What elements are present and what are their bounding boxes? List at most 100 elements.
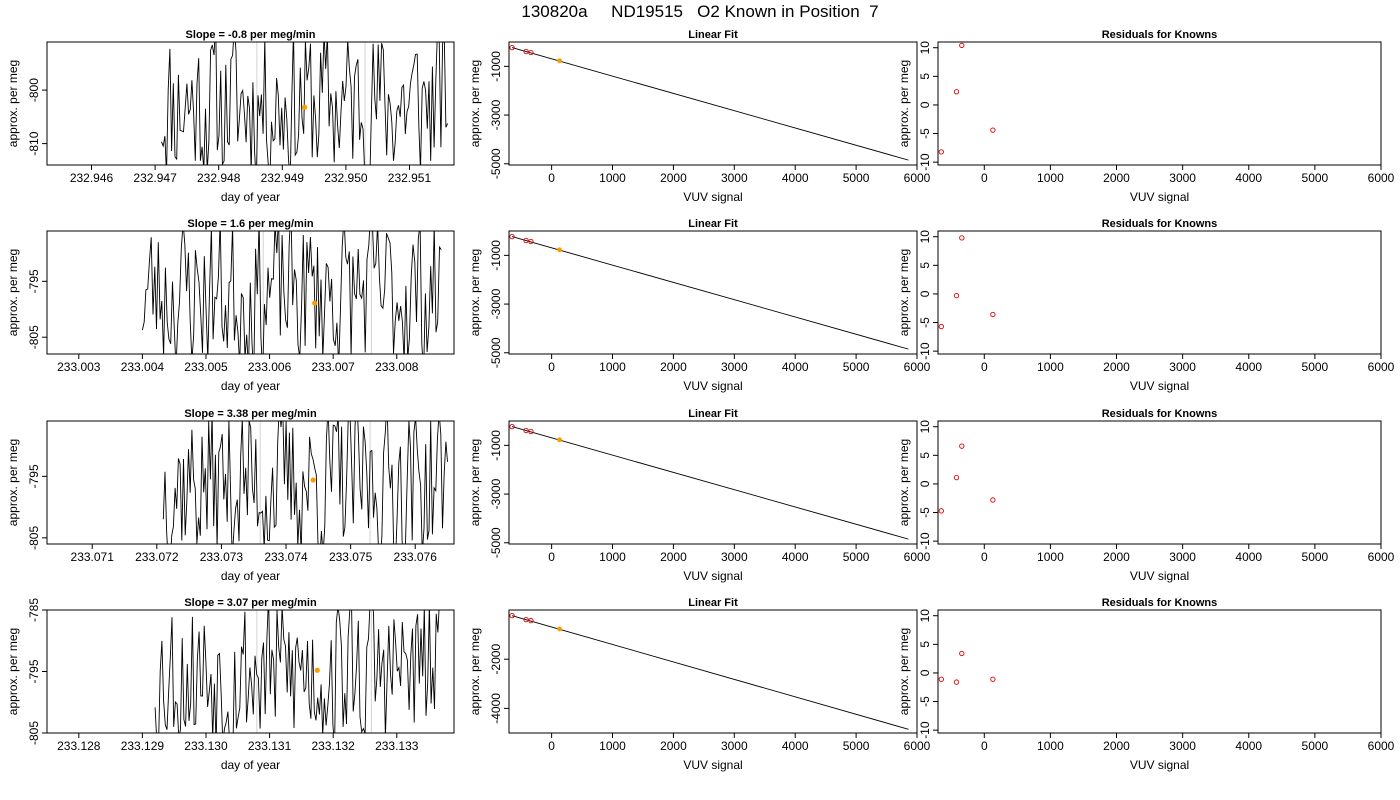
fit-point bbox=[528, 238, 534, 245]
y-tick-label: -3000 bbox=[489, 288, 503, 319]
x-tick-label: 6000 bbox=[904, 550, 931, 564]
x-tick-label: 3000 bbox=[1169, 171, 1196, 185]
y-tick-label: 10 bbox=[918, 230, 932, 244]
known-point bbox=[557, 626, 562, 632]
x-tick-label: 6000 bbox=[1368, 171, 1395, 185]
known-marker bbox=[301, 104, 308, 110]
x-tick-label: 0 bbox=[981, 739, 988, 753]
residual-point bbox=[990, 676, 996, 682]
known-marker bbox=[310, 477, 316, 483]
x-tick-label: 4000 bbox=[782, 360, 809, 374]
y-tick-label: -5000 bbox=[489, 527, 503, 558]
x-tick-label: 4000 bbox=[782, 171, 809, 185]
panel-title: Residuals for Knowns bbox=[1102, 597, 1218, 609]
y-tick-label: -795 bbox=[27, 659, 41, 683]
panel-time-row-1: Slope = -0.8 per meg/min 232.946 232.947 23… bbox=[6, 29, 455, 204]
x-tick-label: 4000 bbox=[1235, 360, 1262, 374]
y-tick-label: -5 bbox=[918, 317, 932, 328]
x-tick-label: 5000 bbox=[1302, 550, 1329, 564]
fit-point bbox=[523, 616, 529, 623]
y-tick-label: 10 bbox=[918, 420, 932, 434]
plot-frame bbox=[937, 420, 1382, 545]
panel-resid-row-3: Residuals for Knowns 0 1000 2000 3000 4000 500… bbox=[897, 408, 1395, 583]
panel-resid-row-2: Residuals for Knowns 0 1000 2000 3000 4000 500… bbox=[897, 218, 1395, 393]
x-tick-label: 2000 bbox=[1103, 550, 1130, 564]
residual-point bbox=[959, 235, 965, 241]
x-tick-label: 0 bbox=[548, 171, 555, 185]
data-layer bbox=[141, 231, 442, 354]
x-tick-label: 4000 bbox=[1235, 739, 1262, 753]
panel-title: Residuals for Knowns bbox=[1102, 29, 1218, 41]
x-tick-label: 6000 bbox=[904, 739, 931, 753]
fit-point bbox=[523, 48, 529, 55]
x-axis-label: day of year bbox=[221, 379, 280, 393]
fit-line bbox=[511, 47, 909, 161]
known-point bbox=[557, 58, 562, 64]
panel-resid-row-1: Residuals for Knowns 0 1000 2000 3000 4000 500… bbox=[897, 29, 1395, 204]
panel-time-row-3: Slope = 3.38 per meg/min 233.071 233.072 23… bbox=[6, 408, 455, 583]
y-axis-label: approx. per meg bbox=[468, 60, 482, 147]
x-axis-label: VUV signal bbox=[1130, 758, 1189, 772]
x-tick-label: 3000 bbox=[1169, 550, 1196, 564]
x-axis-label: VUV signal bbox=[683, 758, 742, 772]
x-tick-label: 6000 bbox=[904, 360, 931, 374]
x-tick-label: 1000 bbox=[1037, 550, 1064, 564]
x-axis-label: VUV signal bbox=[1130, 190, 1189, 204]
data-layer bbox=[938, 42, 996, 155]
fit-point bbox=[509, 233, 515, 240]
x-tick-label: 233.132 bbox=[311, 739, 355, 753]
x-tick-label: 233.004 bbox=[121, 360, 165, 374]
x-tick-label: 2000 bbox=[1103, 171, 1130, 185]
fit-point bbox=[523, 427, 529, 434]
y-tick-label: -5000 bbox=[489, 148, 503, 179]
signal-trace bbox=[154, 610, 440, 733]
known-marker bbox=[314, 667, 320, 673]
panel-fit-row-2: Linear Fit 0 1000 2000 3000 4000 5000 6000 VUV s… bbox=[468, 218, 931, 393]
x-axis-label: VUV signal bbox=[683, 569, 742, 583]
y-tick-label: -795 bbox=[27, 269, 41, 293]
plot-frame bbox=[508, 41, 918, 166]
data-layer bbox=[938, 443, 996, 514]
x-tick-label: 6000 bbox=[1368, 550, 1395, 564]
x-tick-label: 5000 bbox=[843, 739, 870, 753]
x-axis-label: VUV signal bbox=[1130, 569, 1189, 583]
residual-point bbox=[938, 676, 944, 682]
y-tick-label: 5 bbox=[918, 262, 932, 269]
y-tick-label: -5 bbox=[918, 128, 932, 139]
residual-point bbox=[990, 497, 996, 503]
panel-fit-row-3: Linear Fit 0 1000 2000 3000 4000 5000 6000 VUV s… bbox=[468, 408, 931, 583]
plot-frame bbox=[937, 41, 1382, 166]
x-tick-label: 0 bbox=[981, 360, 988, 374]
panel-time-row-4: Slope = 3.07 per meg/min 233.128 233.129 23… bbox=[6, 597, 455, 772]
x-tick-label: 2000 bbox=[660, 171, 687, 185]
x-tick-label: 4000 bbox=[1235, 171, 1262, 185]
y-axis-label: approx. per meg bbox=[6, 628, 20, 715]
y-tick-label: -800 bbox=[27, 78, 41, 102]
residual-point bbox=[953, 89, 960, 95]
data-layer bbox=[154, 610, 440, 733]
fit-point bbox=[528, 617, 534, 624]
panel-title: Slope = 3.07 per meg/min bbox=[184, 597, 317, 609]
residual-point bbox=[959, 443, 965, 449]
panel-title: Slope = 1.6 per meg/min bbox=[187, 218, 314, 230]
panel-title: Linear Fit bbox=[688, 218, 738, 230]
y-tick-label: 0 bbox=[918, 290, 932, 297]
y-tick-label: -2000 bbox=[489, 644, 503, 675]
x-tick-label: 1000 bbox=[1037, 739, 1064, 753]
y-axis-label: approx. per meg bbox=[897, 249, 911, 336]
data-layer bbox=[509, 44, 909, 161]
x-tick-label: 6000 bbox=[1368, 360, 1395, 374]
y-tick-label: -795 bbox=[27, 464, 41, 488]
x-tick-label: 1000 bbox=[1037, 360, 1064, 374]
panel-title: Residuals for Knowns bbox=[1102, 218, 1218, 230]
page-title: 130820a ND19515 O2 Known in Position 7 bbox=[521, 2, 879, 21]
x-tick-label: 4000 bbox=[782, 739, 809, 753]
panel-fit-row-1: Linear Fit 0 1000 2000 3000 4000 5000 6000 VUV s… bbox=[468, 29, 931, 204]
x-tick-label: 3000 bbox=[721, 550, 748, 564]
y-tick-label: -5000 bbox=[489, 337, 503, 368]
y-tick-label: -3000 bbox=[489, 99, 503, 130]
y-tick-label: 10 bbox=[918, 41, 932, 55]
panel-time-row-2: Slope = 1.6 per meg/min 233.003 233.004 233… bbox=[6, 218, 455, 393]
data-layer bbox=[509, 233, 909, 350]
